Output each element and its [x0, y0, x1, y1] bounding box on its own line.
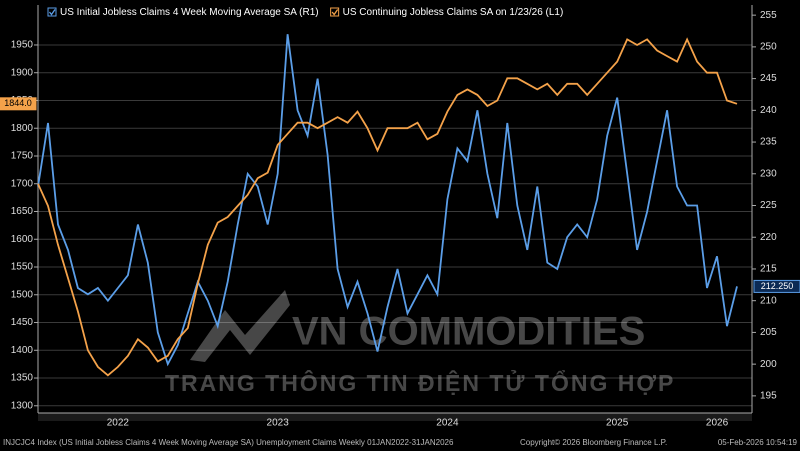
legend-check	[48, 9, 56, 16]
y2-tick-label: 215	[760, 264, 777, 275]
x-tick-label: 2025	[606, 418, 629, 429]
y-tick-label: 1650	[11, 206, 34, 217]
x-tick-label: 2022	[107, 418, 130, 429]
y-tick-label: 1800	[11, 123, 34, 134]
y-tick-label: 1950	[11, 40, 34, 51]
plot-area	[38, 5, 752, 413]
series-line	[37, 37, 738, 377]
footer-timestamp: 05-Feb-2026 10:54:19	[718, 438, 798, 447]
y-tick-label: 1500	[11, 289, 34, 300]
value-label: 212.250	[761, 281, 794, 291]
y-tick-label: 1400	[11, 345, 34, 356]
y2-tick-label: 235	[760, 137, 777, 148]
y2-tick-label: 195	[760, 391, 777, 402]
y-tick-label: 1900	[11, 67, 34, 78]
value-label: 1844.0	[4, 98, 32, 108]
y-tick-label: 1450	[11, 317, 34, 328]
watermark-title: VN COMMODITIES	[292, 310, 645, 354]
y2-tick-label: 230	[760, 168, 777, 179]
legend-swatch	[330, 7, 340, 17]
y2-tick-label: 240	[760, 105, 777, 116]
watermark-subtitle: TRANG THÔNG TIN ĐIỆN TỬ TỔNG HỢP	[165, 368, 675, 396]
legend-entry: US Continuing Jobless Claims SA on 1/23/…	[343, 7, 564, 18]
y-tick-label: 1300	[11, 400, 34, 411]
series-line	[37, 34, 738, 367]
y2-tick-label: 250	[760, 42, 777, 53]
y2-tick-label: 200	[760, 359, 777, 370]
legend-entry: US Initial Jobless Claims 4 Week Moving …	[60, 7, 319, 18]
x-axis-band	[38, 413, 752, 421]
footer-copyright: Copyright© 2026 Bloomberg Finance L.P.	[520, 438, 667, 447]
y-tick-label: 1550	[11, 262, 34, 273]
y2-tick-label: 255	[760, 10, 777, 21]
y2-tick-label: 220	[760, 232, 777, 243]
footer-source: INJCJC4 Index (US Initial Jobless Claims…	[3, 438, 454, 447]
x-tick-label: 2024	[436, 418, 459, 429]
y2-tick-label: 205	[760, 327, 777, 338]
y-tick-label: 1750	[11, 151, 34, 162]
y-tick-label: 1700	[11, 178, 34, 189]
x-tick-label: 2023	[267, 418, 290, 429]
x-tick-label: 2026	[706, 418, 729, 429]
watermark-logo	[190, 290, 290, 362]
y-tick-label: 1600	[11, 234, 34, 245]
value-label-box	[753, 279, 800, 293]
legend-check	[331, 9, 339, 16]
y-tick-label: 1350	[11, 373, 34, 384]
value-label-box	[0, 97, 37, 111]
legend-swatch	[47, 7, 57, 17]
y2-tick-label: 245	[760, 73, 777, 84]
watermark: VN COMMODITIES TRANG THÔNG TIN ĐIỆN TỬ T…	[165, 290, 675, 396]
y2-tick-label: 210	[760, 295, 777, 306]
y2-tick-label: 225	[760, 200, 777, 211]
